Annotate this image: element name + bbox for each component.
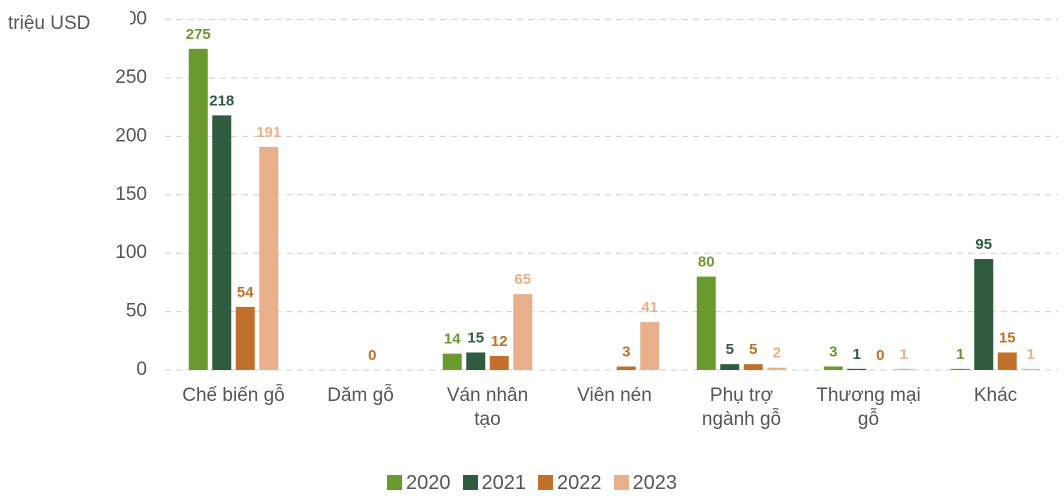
y-label: triệu USD <box>8 13 90 34</box>
data-label: 3 <box>829 343 837 360</box>
data-label: 5 <box>749 341 757 358</box>
bar <box>743 364 763 370</box>
bar <box>212 115 232 370</box>
bar <box>974 259 994 370</box>
legend-item: 2020 <box>387 472 451 495</box>
legend-swatch <box>462 475 478 490</box>
data-label: 12 <box>491 333 508 350</box>
bar <box>847 368 867 370</box>
data-label: 15 <box>999 329 1016 346</box>
bar <box>696 276 716 370</box>
bar <box>466 352 486 370</box>
data-label: 54 <box>237 284 254 301</box>
bar <box>894 368 914 370</box>
data-label: 3 <box>622 343 630 360</box>
bar <box>188 48 208 371</box>
legend-label: 2021 <box>481 472 527 494</box>
data-label: 191 <box>256 124 281 141</box>
legend-label: 2023 <box>632 472 678 494</box>
bar <box>950 368 970 370</box>
x-tick-label: Phụ trợ ngành gỗ <box>701 385 782 430</box>
data-label: 0 <box>876 347 884 364</box>
x-tick-label: Ván nhân tạo <box>446 385 529 430</box>
data-label: 275 <box>186 26 211 43</box>
bar <box>823 366 843 370</box>
bar <box>616 366 636 370</box>
y-tick-label: 0 <box>136 359 147 380</box>
bar <box>442 353 462 370</box>
bar <box>259 146 279 370</box>
bar <box>489 355 509 370</box>
bar <box>997 352 1017 370</box>
data-label: 218 <box>209 92 234 109</box>
data-label: 80 <box>698 254 715 271</box>
data-label: 1 <box>956 346 964 363</box>
y-tick-label: 50 <box>126 301 147 322</box>
bar <box>235 306 255 370</box>
data-label: 15 <box>467 329 484 346</box>
data-label: 5 <box>726 341 734 358</box>
legend-swatch <box>387 475 402 490</box>
x-tick-label: Thương mại gỗ <box>816 385 921 430</box>
y-tick-label: 150 <box>115 184 147 205</box>
legend-label: 2020 <box>406 472 451 494</box>
data-label: 1 <box>1027 346 1035 363</box>
data-label: 14 <box>444 331 461 348</box>
y-tick-label: 250 <box>115 67 147 88</box>
bar <box>1021 368 1041 370</box>
data-label: 0 <box>368 347 376 364</box>
y-tick-label: 200 <box>115 125 147 146</box>
legend-item: 2022 <box>538 472 602 495</box>
data-label: 41 <box>641 299 658 316</box>
data-label: 2 <box>773 345 781 362</box>
x-tick-label: Viên nén <box>577 385 652 406</box>
bar <box>720 364 740 370</box>
legend-label: 2022 <box>557 472 602 494</box>
y-label-bg <box>0 8 130 36</box>
x-tick-label: Khác <box>973 385 1018 406</box>
legend-item: 2023 <box>613 472 678 495</box>
data-label: 1 <box>853 346 861 363</box>
legend-swatch <box>538 475 553 490</box>
legend-item: 2021 <box>462 472 527 495</box>
x-tick-label: Dăm gỗ <box>327 385 394 406</box>
data-label: 65 <box>514 271 531 288</box>
legend-swatch <box>613 475 629 490</box>
x-tick-label: Chế biến gỗ <box>182 385 285 406</box>
y-tick-label: 100 <box>115 242 147 263</box>
bar <box>767 367 787 370</box>
bar <box>640 322 660 370</box>
bar <box>513 294 533 370</box>
legend: 2020 2021 2022 2023 <box>0 472 1064 495</box>
data-label: 95 <box>975 236 992 253</box>
data-label: 1 <box>900 346 908 363</box>
